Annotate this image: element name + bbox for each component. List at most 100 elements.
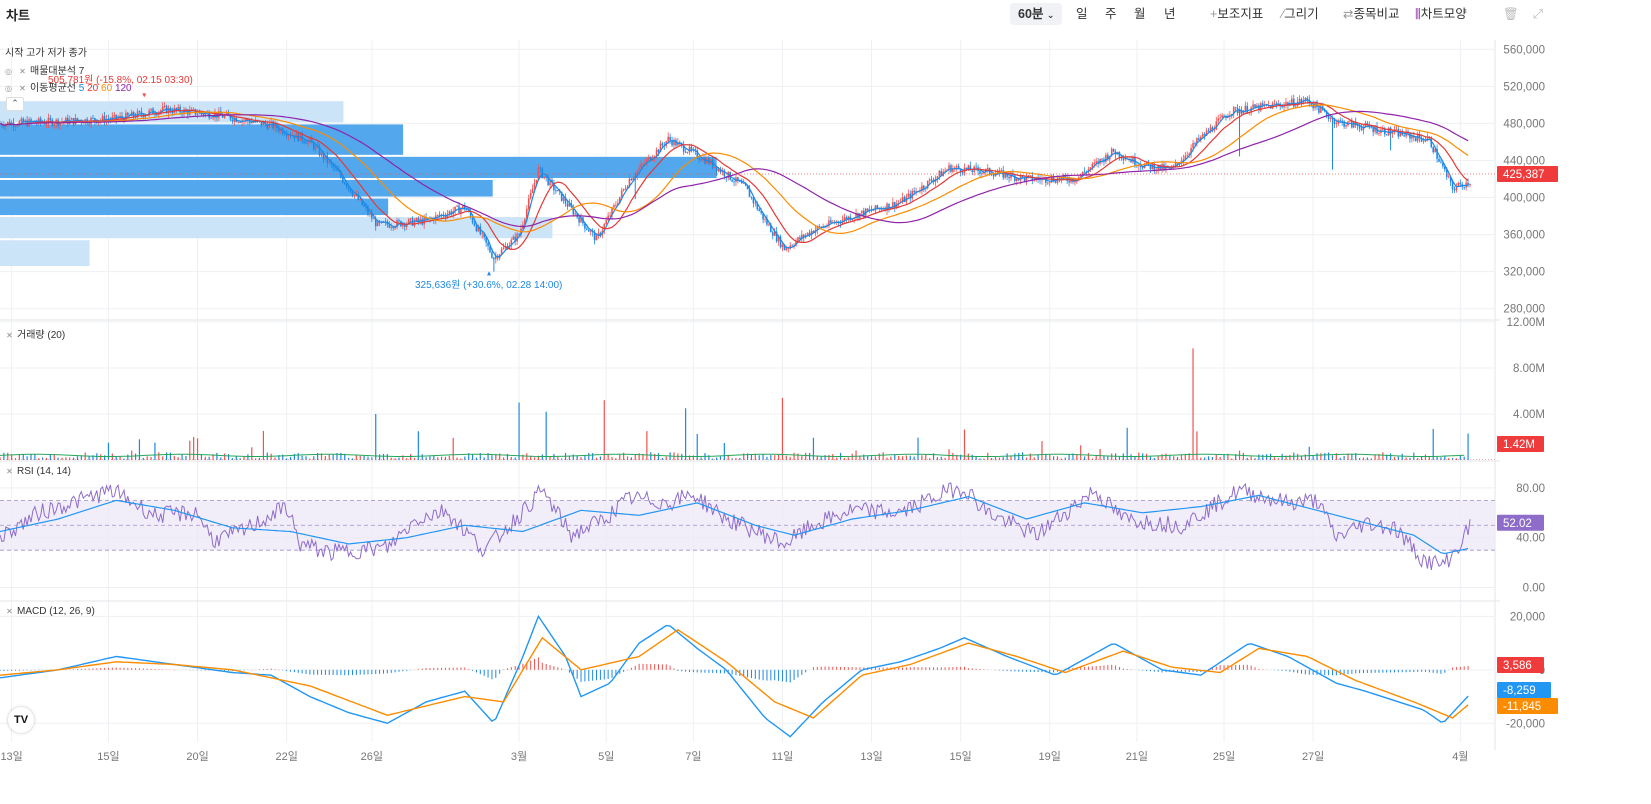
macd-histogram-bar: [468, 669, 470, 670]
macd-histogram-bar: [297, 669, 299, 673]
volume-bar: [289, 456, 292, 460]
volume-bar: [909, 455, 911, 460]
volume-bar: [1347, 453, 1349, 460]
volume-bar: [870, 456, 873, 460]
volume-bar: [580, 457, 582, 460]
volume-bar: [239, 458, 241, 460]
macd-histogram-bar: [646, 663, 648, 670]
candle-body: [617, 203, 619, 205]
volume-bar: [1064, 457, 1066, 460]
macd-histogram-bar: [173, 669, 175, 671]
candle-body: [293, 135, 296, 139]
volume-bar: [14, 458, 17, 460]
candle-body: [1343, 121, 1345, 127]
chart-canvas[interactable]: 13일 15일 20일 22일 26일 3월 5일 7일 11일 13일 15일 19일 21일 25일 2…: [0, 26, 1651, 804]
macd-histogram-bar: [475, 669, 477, 673]
volume-bar: [348, 457, 350, 460]
macd-histogram-bar: [1362, 669, 1364, 674]
macd-histogram-bar: [754, 669, 756, 679]
candle-body: [1149, 164, 1152, 170]
candle-body: [584, 223, 586, 229]
indicators-button[interactable]: +보조지표: [1210, 3, 1263, 25]
candle-body: [278, 128, 280, 132]
candle-body: [746, 185, 749, 190]
volume-bar: [1118, 456, 1121, 460]
candle-body: [489, 246, 491, 253]
macd-histogram-bar: [719, 669, 721, 674]
candle-body: [1387, 127, 1390, 136]
macd-histogram-bar: [228, 669, 230, 671]
collapse-legend-button[interactable]: ⌃: [6, 97, 24, 111]
macd-histogram-bar: [208, 669, 210, 671]
candle-body: [791, 245, 793, 247]
low-annotation: 325,636원 (+30.6%, 02.28 14:00): [415, 280, 563, 291]
candle-body: [1391, 132, 1394, 134]
macd-histogram-bar: [355, 669, 357, 675]
candle-body: [740, 181, 743, 184]
candle-body: [152, 108, 154, 115]
macd-histogram-bar: [1459, 666, 1461, 670]
interval-label: 60분: [1018, 7, 1044, 21]
candle-body: [566, 203, 569, 207]
candle-body: [1422, 140, 1425, 142]
eye-icon[interactable]: ◎: [5, 67, 12, 76]
macd-histogram-bar: [313, 669, 315, 675]
macd-histogram-bar: [1099, 665, 1101, 670]
fullscreen-icon[interactable]: ⤢: [1533, 7, 1544, 21]
volume-bar: [30, 454, 32, 460]
close-icon[interactable]: ✕: [19, 67, 26, 76]
close-icon[interactable]: ✕: [6, 467, 13, 476]
volume-bar: [549, 455, 551, 460]
period-day-button[interactable]: 일: [1076, 7, 1088, 21]
draw-button[interactable]: ⁄그리기: [1282, 3, 1319, 25]
volume-bar: [162, 456, 164, 460]
candle-body: [595, 235, 598, 241]
candle-body: [419, 219, 422, 222]
macd-histogram-bar: [138, 668, 140, 670]
period-month-button[interactable]: 월: [1134, 7, 1146, 21]
volume-bar: [1382, 452, 1384, 460]
trash-icon[interactable]: 🗑︎: [1503, 7, 1519, 21]
period-week-button[interactable]: 주: [1105, 7, 1117, 21]
candle-body: [981, 172, 983, 174]
macd-histogram-bar: [3, 669, 5, 671]
candle-body: [70, 118, 73, 120]
candle-body: [361, 198, 363, 206]
candle-body: [1240, 110, 1243, 114]
close-icon[interactable]: ✕: [6, 607, 13, 616]
macd-histogram-bar: [332, 669, 334, 675]
candle-body: [311, 138, 313, 143]
chart-style-button[interactable]: ⫼차트모양: [1415, 3, 1467, 25]
candle-body: [161, 106, 164, 111]
volume-bar: [514, 457, 516, 460]
candle-body: [1188, 153, 1190, 155]
macd-histogram-bar: [1351, 669, 1353, 674]
macd-histogram-bar: [406, 669, 408, 671]
macd-histogram-bar: [855, 667, 857, 670]
chart-style-label: 차트모양: [1420, 7, 1467, 21]
close-icon[interactable]: ✕: [19, 84, 26, 93]
candle-body: [398, 220, 400, 222]
eye-icon[interactable]: ◎: [5, 84, 12, 93]
macd-histogram-bar: [561, 668, 563, 670]
compare-button[interactable]: ⇄종목비교: [1343, 3, 1400, 25]
volume-bar: [251, 447, 253, 460]
volume-bar: [1134, 456, 1136, 460]
candle-body: [113, 114, 116, 117]
macd-value-tag: -8,259: [1503, 685, 1536, 697]
candle-body: [1083, 171, 1086, 173]
macd-histogram-bar: [7, 669, 9, 671]
candle-body: [305, 142, 307, 144]
macd-histogram-bar: [948, 667, 950, 670]
candle-body: [1261, 103, 1264, 106]
volume-bar: [1049, 454, 1051, 460]
candle-body: [20, 118, 23, 122]
candle-body: [223, 115, 226, 118]
candle-body: [682, 144, 685, 152]
close-icon[interactable]: ✕: [6, 331, 13, 340]
candle-body: [1252, 104, 1254, 108]
interval-select[interactable]: 60분 ⌄: [1010, 3, 1063, 25]
period-year-button[interactable]: 년: [1164, 7, 1176, 21]
candle-body: [789, 245, 791, 248]
candle-body: [365, 206, 367, 208]
